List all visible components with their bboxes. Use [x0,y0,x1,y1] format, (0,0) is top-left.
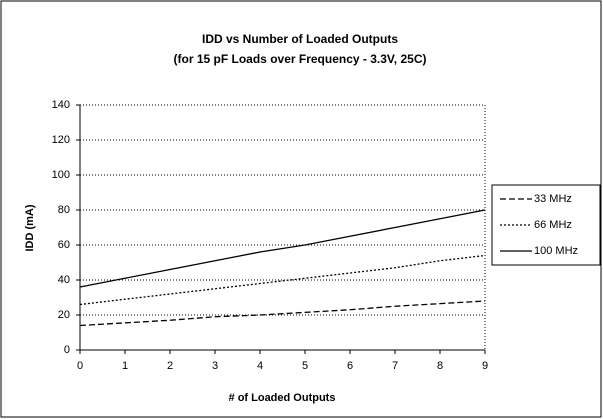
legend-label: 66 MHz [534,219,572,231]
x-tick-label: 4 [257,360,263,372]
legend-label: 33 MHz [534,193,572,205]
x-tick-label: 1 [122,360,128,372]
x-tick-label: 9 [482,360,488,372]
x-axis-label: # of Loaded Outputs [229,392,336,404]
x-tick-label: 0 [77,360,83,372]
chart-subtitle: (for 15 pF Loads over Frequency - 3.3V, … [174,52,427,66]
y-axis-label: IDD (mA) [24,204,36,251]
x-tick-label: 7 [392,360,398,372]
y-tick-label: 120 [52,134,70,146]
series-line [79,209,486,288]
x-tick-label: 2 [167,360,173,372]
y-tick-label: 20 [58,309,70,321]
y-tick-label: 100 [52,169,70,181]
series-line [79,300,486,327]
y-tick-label: 140 [52,99,70,111]
chart-title: IDD vs Number of Loaded Outputs [202,32,398,46]
x-tick-label: 6 [347,360,353,372]
y-tick-label: 0 [64,344,70,356]
y-tick-label: 40 [58,274,70,286]
y-tick-label: 80 [58,204,70,216]
legend-label: 100 MHz [534,245,578,257]
y-tick-label: 60 [58,239,70,251]
x-tick-label: 8 [437,360,443,372]
x-tick-label: 5 [302,360,308,372]
x-tick-label: 3 [212,360,218,372]
